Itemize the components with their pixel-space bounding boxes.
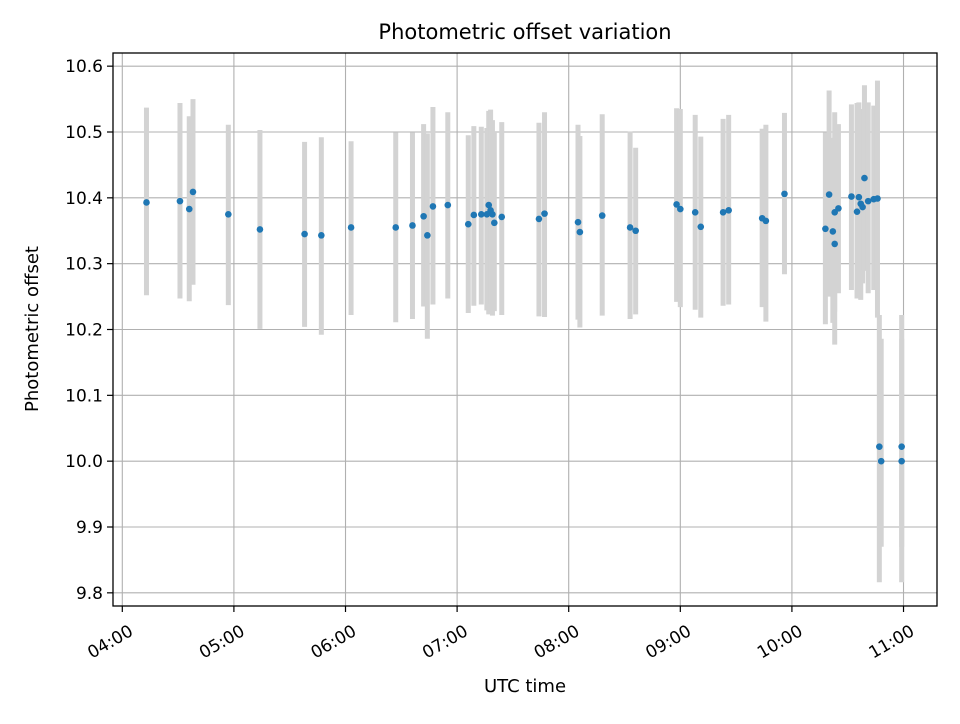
x-axis-label: UTC time <box>484 676 566 697</box>
y-tick-label: 10.4 <box>65 189 103 209</box>
data-point <box>485 201 493 209</box>
data-point <box>225 210 232 218</box>
x-tick-label: 06:00 <box>308 621 360 663</box>
data-point <box>898 457 905 465</box>
data-point <box>489 210 496 218</box>
data-point <box>535 215 543 223</box>
x-tick-label: 09:00 <box>642 621 694 663</box>
y-tick-label: 9.9 <box>76 518 103 538</box>
data-point <box>831 240 838 248</box>
data-point <box>424 232 431 239</box>
data-point <box>898 443 905 450</box>
data-point <box>477 210 485 218</box>
data-point <box>347 224 355 231</box>
data-point <box>420 212 427 220</box>
data-point <box>697 223 705 231</box>
data-point <box>464 220 472 228</box>
data-point <box>719 209 727 216</box>
data-point <box>598 212 606 219</box>
y-tick-label: 10.2 <box>65 321 103 341</box>
x-tick-label: 04:00 <box>84 621 136 663</box>
data-point <box>176 197 184 205</box>
chart-title: Photometric offset variation <box>378 20 671 44</box>
data-point <box>864 197 872 205</box>
data-point <box>143 199 150 206</box>
data-point <box>498 213 506 221</box>
data-point <box>876 443 883 450</box>
y-tick-label: 9.8 <box>76 584 103 604</box>
data-point <box>725 207 732 214</box>
data-point <box>409 222 416 229</box>
data-point <box>825 191 833 198</box>
y-tick-label: 10.1 <box>65 386 103 406</box>
data-point <box>848 193 855 200</box>
data-point <box>861 174 868 182</box>
data-point <box>855 193 863 201</box>
data-point <box>822 225 829 233</box>
data-point <box>392 224 400 231</box>
data-point <box>470 211 478 219</box>
x-tick-label: 10:00 <box>754 621 806 663</box>
data-point <box>762 217 770 225</box>
data-point <box>781 190 788 198</box>
data-point <box>632 227 639 235</box>
data-point <box>853 208 861 215</box>
data-points <box>143 174 905 465</box>
data-point <box>835 205 842 212</box>
data-point <box>829 228 837 235</box>
data-point <box>576 228 584 236</box>
grid <box>113 53 937 606</box>
data-point <box>574 218 582 226</box>
data-point <box>673 201 680 208</box>
data-point <box>444 201 452 209</box>
data-point <box>491 219 498 227</box>
data-point <box>541 210 548 217</box>
data-point <box>691 209 699 216</box>
y-axis-label: Photometric offset <box>22 246 43 412</box>
data-point <box>189 188 197 196</box>
x-tick-label: 07:00 <box>419 621 471 663</box>
y-tick-label: 10.0 <box>65 452 103 472</box>
data-point <box>256 226 264 233</box>
error-bars <box>143 80 905 583</box>
y-axis-ticks: 9.8 9.9 10.0 10.1 10.2 10.3 10.4 10.5 10.6 <box>65 57 113 604</box>
y-tick-label: 10.6 <box>65 57 103 77</box>
data-point <box>318 232 325 239</box>
y-tick-label: 10.5 <box>65 123 103 143</box>
data-point <box>859 203 866 211</box>
x-tick-label: 11:00 <box>866 621 918 663</box>
data-point <box>877 457 885 465</box>
data-point <box>301 230 308 238</box>
x-tick-label: 05:00 <box>196 621 248 663</box>
data-point <box>429 203 437 210</box>
data-point <box>677 205 684 213</box>
data-point <box>626 224 634 231</box>
data-point <box>185 205 193 213</box>
x-axis-ticks: 04:00 05:00 06:00 07:00 08:00 09:00 10:00 11:00 <box>84 606 918 663</box>
x-tick-label: 08:00 <box>531 621 583 663</box>
y-tick-label: 10.3 <box>65 255 103 275</box>
data-point <box>874 195 881 202</box>
